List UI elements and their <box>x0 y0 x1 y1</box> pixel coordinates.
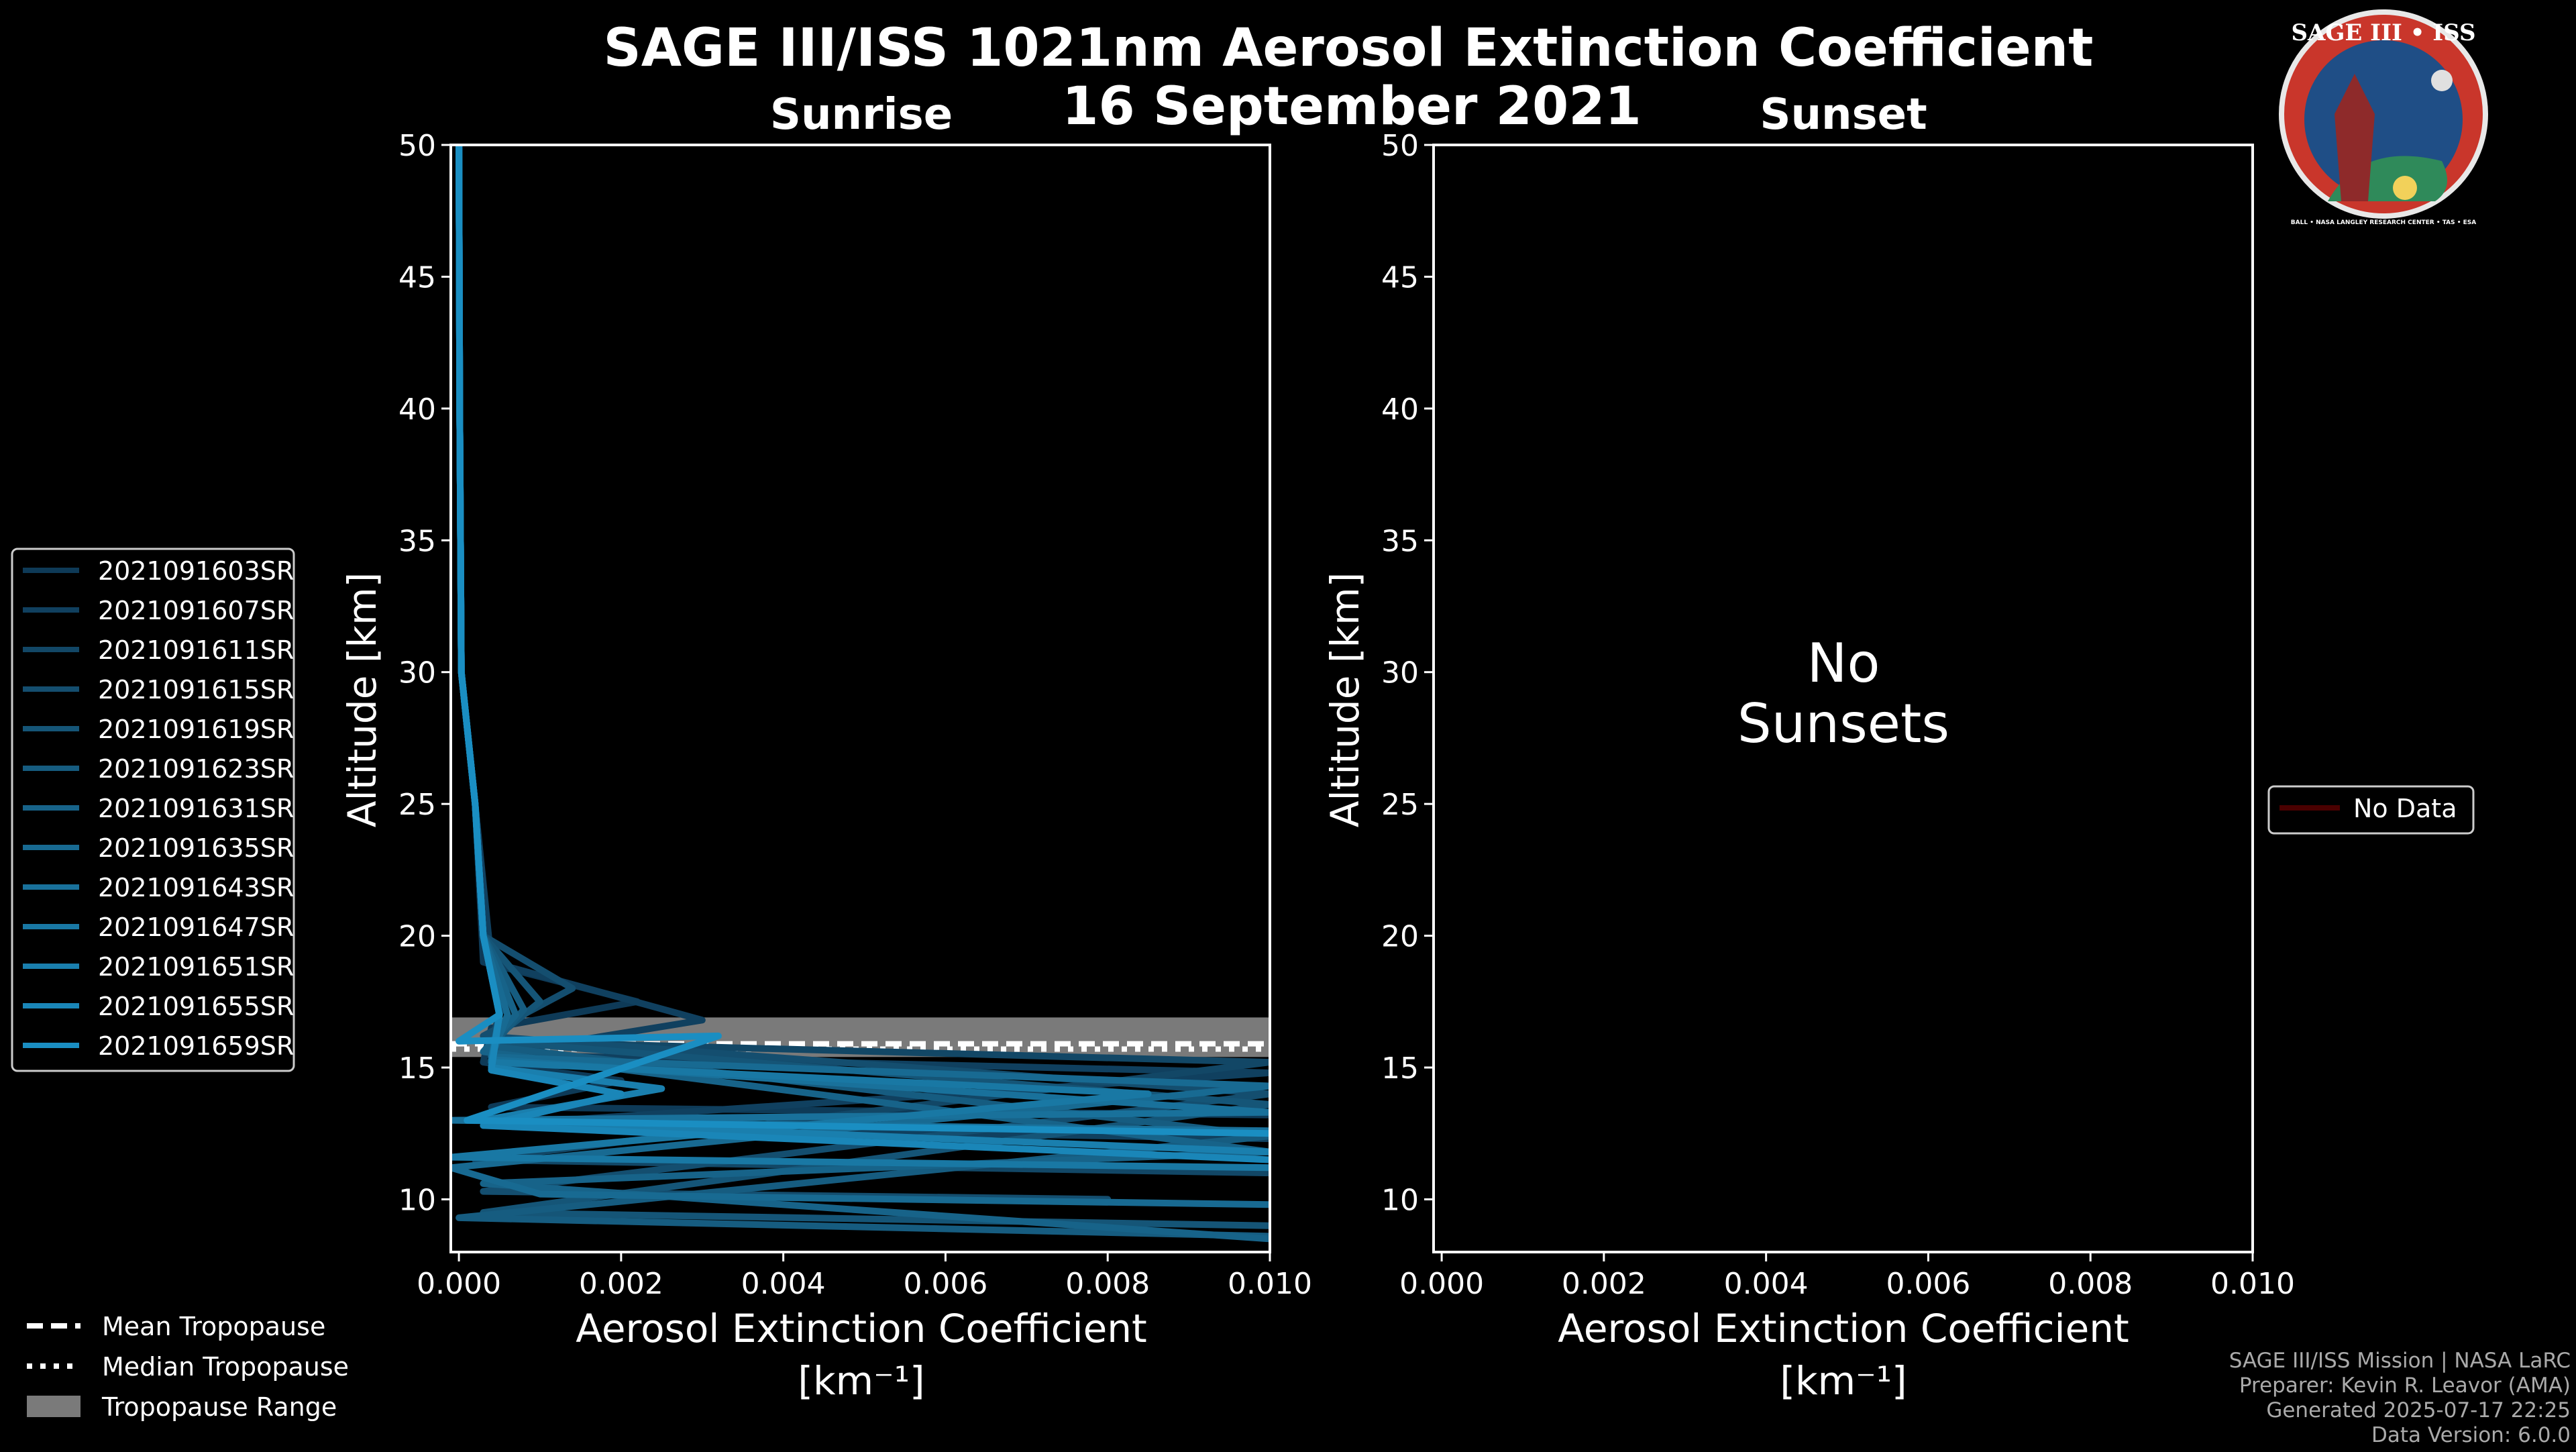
sunrise-xtick-label: 0.000 <box>417 1267 501 1301</box>
sunrise-ytick-label: 45 <box>398 260 436 295</box>
sunset-ytick-label: 40 <box>1381 393 1419 427</box>
sunrise-legend-frame <box>11 548 295 1072</box>
sunrise-ytick-label: 15 <box>398 1051 436 1086</box>
sunrise-xtick-label: 0.006 <box>903 1267 987 1301</box>
sunrise-ytick-label: 30 <box>398 656 436 690</box>
series-line-2021091659SR <box>455 145 1270 1137</box>
sunrise-panel: 10 15 20 25 30 35 40 45 50 0.000 0.002 0.004 0.006 0.… <box>398 129 1312 1301</box>
sunset-xtick-label: 0.008 <box>2048 1267 2133 1301</box>
sunrise-ylabel: Altitude [km] <box>339 572 385 827</box>
series-line-2021091607SR <box>455 145 1270 1143</box>
badge-ring-text: BALL • NASA LANGLEY RESEARCH CENTER • TA… <box>2291 219 2476 226</box>
legend-label-2021091631SR: 2021091631SR <box>98 794 294 823</box>
sage-iii-iss-badge: SAGE III • ISS BALL • NASA LANGLEY RESEA… <box>2279 9 2488 226</box>
tropopause-range-label: Tropopause Range <box>101 1392 337 1422</box>
sunset-axes-frame <box>1432 144 2254 1253</box>
sunrise-xtick-label: 0.008 <box>1065 1267 1150 1301</box>
legend-label-2021091607SR: 2021091607SR <box>98 596 294 625</box>
legend-label-2021091643SR: 2021091643SR <box>98 873 294 902</box>
sunset-xtick-label: 0.002 <box>1562 1267 1646 1301</box>
sunset-xtick-label: 0.010 <box>2210 1267 2295 1301</box>
sunrise-ytick-label: 20 <box>398 920 436 954</box>
no-data-legend-label: No Data <box>2353 794 2457 823</box>
sunrise-legend: 2021091603SR 2021091607SR 2021091611SR 2021… <box>11 548 295 1072</box>
sunrise-xtick-label: 0.002 <box>579 1267 663 1301</box>
tropopause-range-swatch <box>27 1396 80 1417</box>
legend-label-2021091603SR: 2021091603SR <box>98 556 294 586</box>
legend-label-2021091647SR: 2021091647SR <box>98 913 294 942</box>
series-line-2021091603SR <box>455 145 1270 1119</box>
sunrise-xtick-label: 0.004 <box>741 1267 826 1301</box>
median-tropopause-label: Median Tropopause <box>102 1352 349 1382</box>
sunset-title: Sunset <box>1760 90 1927 140</box>
badge-sun <box>2393 176 2417 200</box>
sunrise-ytick-label: 50 <box>398 129 436 163</box>
sunrise-xtick-label: 0.010 <box>1228 1267 1312 1301</box>
sunset-xtick-label: 0.004 <box>1724 1267 1809 1301</box>
sunrise-xlabel-units: [km⁻¹] <box>798 1358 924 1404</box>
sunset-ytick-label: 10 <box>1381 1183 1419 1217</box>
sunset-ytick-label: 20 <box>1381 920 1419 954</box>
sunset-xlabel-units: [km⁻¹] <box>1780 1358 1907 1404</box>
sunset-ytick-label: 15 <box>1381 1051 1419 1086</box>
mean-tropopause-label: Mean Tropopause <box>102 1312 325 1341</box>
sunset-xlabel: Aerosol Extinction Coefficient <box>1558 1306 2129 1351</box>
footer-version: Data Version: 6.0.0 <box>2371 1423 2571 1447</box>
badge-name: SAGE III • ISS <box>2291 19 2475 46</box>
chart-date: 16 September 2021 <box>1062 76 1642 137</box>
sunrise-title: Sunrise <box>770 90 953 140</box>
sunset-panel: 10 15 20 25 30 35 40 45 50 0.000 0.002 0.004 0.006 0.… <box>1381 129 2295 1301</box>
sunrise-plot-area <box>451 145 1270 1243</box>
legend-label-2021091619SR: 2021091619SR <box>98 715 294 744</box>
sunset-ytick-label: 50 <box>1381 129 1419 163</box>
sunset-xtick-label: 0.006 <box>1886 1267 1970 1301</box>
sunset-ylabel: Altitude [km] <box>1322 572 1368 827</box>
legend-label-2021091635SR: 2021091635SR <box>98 833 294 863</box>
sunset-legend: No Data <box>2267 785 2475 835</box>
legend-label-2021091615SR: 2021091615SR <box>98 675 294 705</box>
series-line-2021091651SR <box>455 145 1270 1155</box>
no-sunsets-line2: Sunsets <box>1737 692 1949 755</box>
chart-title: SAGE III/ISS 1021nm Aerosol Extinction C… <box>604 18 2094 79</box>
legend-label-2021091651SR: 2021091651SR <box>98 952 294 982</box>
badge-moon <box>2431 70 2453 91</box>
sunrise-ytick-label: 40 <box>398 393 436 427</box>
sunrise-ytick-label: 25 <box>398 788 436 822</box>
no-sunsets-line1: No <box>1807 632 1880 694</box>
footer-generated: Generated 2025-07-17 22:25 <box>2266 1398 2571 1422</box>
sunset-ytick-label: 30 <box>1381 656 1419 690</box>
legend-label-2021091655SR: 2021091655SR <box>98 992 294 1021</box>
sunset-ytick-label: 25 <box>1381 788 1419 822</box>
sunrise-ytick-label: 10 <box>398 1183 436 1217</box>
sunrise-xlabel: Aerosol Extinction Coefficient <box>576 1306 1147 1351</box>
legend-label-2021091659SR: 2021091659SR <box>98 1031 294 1061</box>
sunrise-ytick-label: 35 <box>398 524 436 558</box>
sunset-ytick-label: 45 <box>1381 260 1419 295</box>
sunset-legend-frame <box>2267 785 2475 835</box>
legend-label-2021091611SR: 2021091611SR <box>98 635 294 665</box>
sunset-ytick-label: 35 <box>1381 524 1419 558</box>
footer-mission: SAGE III/ISS Mission | NASA LaRC <box>2229 1349 2571 1373</box>
footer-preparer: Preparer: Kevin R. Leavor (AMA) <box>2239 1373 2571 1398</box>
tropopause-legend: Mean Tropopause Median Tropopause Tropop… <box>27 1312 349 1422</box>
sunrise-axes-frame <box>449 144 1271 1253</box>
series-line-2021091655SR <box>455 145 1270 1163</box>
legend-label-2021091623SR: 2021091623SR <box>98 754 294 784</box>
sunset-xtick-label: 0.000 <box>1399 1267 1484 1301</box>
badge-figure <box>2334 74 2375 201</box>
